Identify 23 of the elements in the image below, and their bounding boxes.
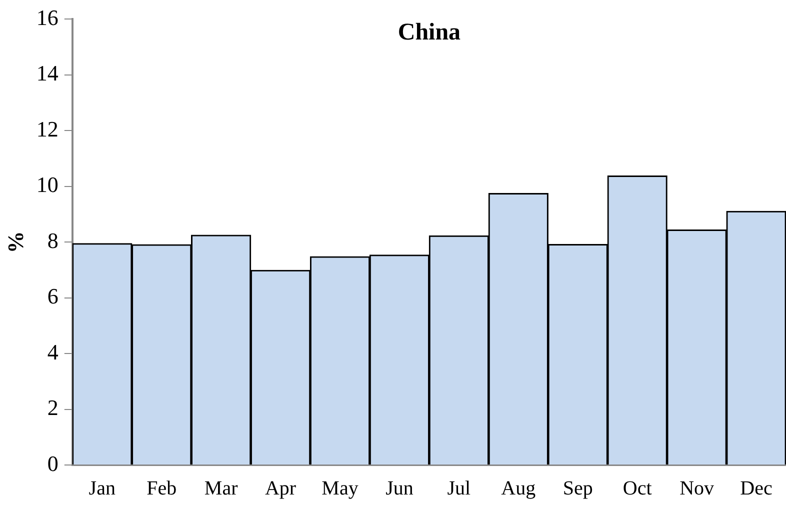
x-tick-label: Jun bbox=[386, 477, 414, 500]
x-tick-label: Mar bbox=[204, 477, 238, 500]
x-tick-label: Sep bbox=[562, 477, 593, 500]
x-tick-label: Feb bbox=[146, 477, 177, 500]
x-tick-label: May bbox=[322, 477, 358, 500]
y-tick-label: 0 bbox=[47, 450, 58, 476]
x-tick-label: Jan bbox=[88, 477, 116, 500]
x-tick-label: Oct bbox=[622, 477, 652, 500]
y-tick-label: 12 bbox=[36, 116, 58, 142]
chart-title: China bbox=[398, 19, 461, 46]
x-tick-label: Apr bbox=[264, 477, 296, 500]
x-tick-label: Jul bbox=[447, 477, 472, 500]
y-tick-label: 6 bbox=[47, 284, 58, 309]
y-tick-label: 2 bbox=[47, 395, 58, 420]
y-axis-title: % bbox=[2, 231, 28, 254]
y-tick-label: 10 bbox=[36, 172, 58, 198]
y-tick-label: 14 bbox=[36, 60, 58, 86]
x-tick-label: Nov bbox=[680, 477, 714, 500]
y-tick-label: 16 bbox=[36, 4, 58, 30]
y-tick-label: 8 bbox=[47, 228, 58, 253]
y-tick-label: 4 bbox=[47, 339, 58, 364]
x-tick-label: Aug bbox=[501, 477, 536, 500]
x-tick-label: Dec bbox=[740, 477, 772, 500]
